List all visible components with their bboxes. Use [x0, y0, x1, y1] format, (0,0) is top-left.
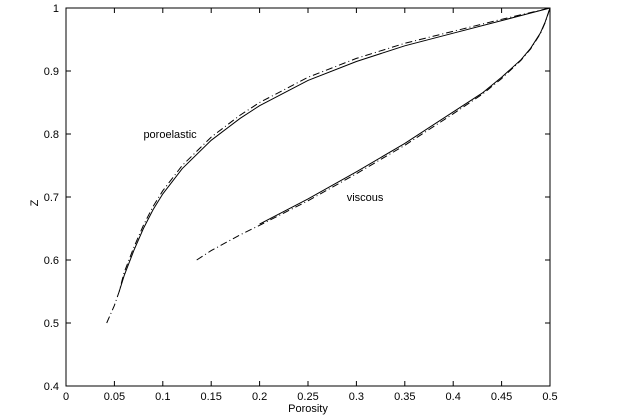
- x-tick-label: 0.15: [200, 391, 221, 403]
- y-tick-label: 1: [53, 3, 59, 15]
- series-line-2-dashdot: [106, 7, 551, 324]
- y-axis-label: Z: [29, 199, 41, 206]
- x-tick-label: 0: [63, 391, 69, 403]
- y-tick-label: 0.7: [44, 192, 59, 204]
- series-line-3-solid: [259, 7, 551, 225]
- series-line-1-solid: [118, 7, 551, 292]
- y-tick-label: 0.4: [44, 381, 59, 393]
- annotation-viscous: viscous: [347, 192, 384, 204]
- axis-tick-labels: 0 0.05 0.1 0.15 0.2 0.25 0.3 0.35 0.4 0.45 0.5 0.4 0…: [44, 3, 558, 403]
- y-tick-label: 0.9: [44, 66, 59, 78]
- plot-frame: [65, 7, 551, 387]
- annotation-poroelastic: poroelastic: [143, 129, 197, 141]
- y-tick-label: 0.5: [44, 318, 59, 330]
- x-axis-label: Porosity: [288, 403, 328, 415]
- series-line-4-dashdot: [196, 7, 551, 261]
- annotations: poroelastic viscous: [143, 129, 383, 204]
- x-tick-label: 0.3: [349, 391, 364, 403]
- axis-ticks: [65, 7, 551, 387]
- x-tick-label: 0.2: [252, 391, 267, 403]
- x-tick-label: 0.45: [491, 391, 512, 403]
- y-tick-label: 0.6: [44, 255, 59, 267]
- x-tick-label: 0.05: [104, 391, 125, 403]
- x-tick-label: 0.35: [394, 391, 415, 403]
- x-tick-label: 0.5: [542, 391, 557, 403]
- x-tick-label: 0.4: [446, 391, 461, 403]
- x-tick-label: 0.1: [155, 391, 170, 403]
- x-tick-label: 0.25: [297, 391, 318, 403]
- y-tick-label: 0.8: [44, 129, 59, 141]
- series-group: [106, 7, 551, 324]
